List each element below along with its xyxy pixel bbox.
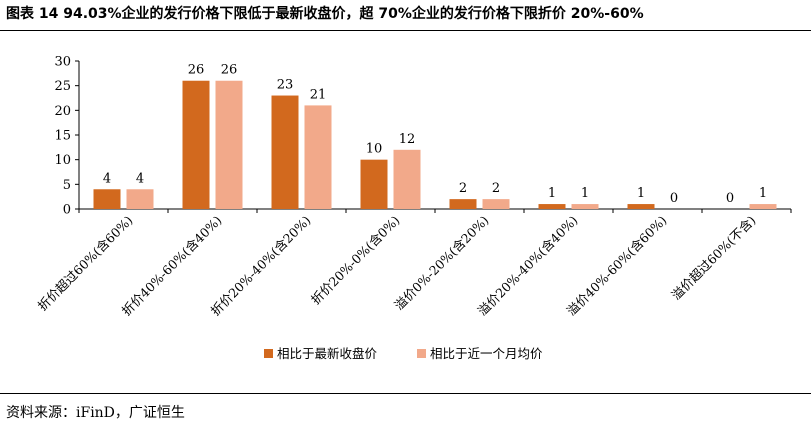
- y-tick-label: 20: [54, 104, 71, 119]
- legend-label: 相比于最新收盘价: [277, 346, 378, 361]
- data-label: 0: [670, 191, 678, 206]
- x-category-label: 折价超过60%(含60%): [35, 213, 136, 314]
- bar-series-2: [126, 189, 154, 209]
- data-label: 26: [188, 63, 205, 78]
- legend-swatch: [417, 349, 426, 358]
- title-divider: [0, 30, 811, 31]
- bar-series-1: [449, 199, 477, 209]
- bar-series-1: [182, 80, 210, 209]
- bar-series-2: [393, 149, 421, 209]
- data-label: 1: [637, 186, 645, 201]
- bar-series-1: [360, 159, 388, 209]
- data-label: 2: [459, 181, 467, 196]
- x-category-label: 溢价40%-60%(含60%): [564, 213, 670, 319]
- x-category-label: 溢价超过60%(不含): [668, 213, 758, 303]
- y-tick-label: 0: [63, 203, 71, 218]
- x-category-label: 溢价20%-40%(含40%): [475, 213, 581, 319]
- y-tick-label: 10: [54, 153, 71, 168]
- category-labels: 折价超过60%(含60%)折价40%-60%(含40%)折价20%-40%(含2…: [35, 213, 759, 319]
- bar-series-1: [627, 204, 655, 209]
- data-label: 10: [366, 142, 383, 157]
- legend: 相比于最新收盘价 相比于近一个月均价: [264, 346, 543, 361]
- y-tick-label: 25: [54, 79, 71, 94]
- data-label: 26: [221, 63, 238, 78]
- data-label: 2: [492, 181, 500, 196]
- x-category-label: 折价40%-60%(含40%): [119, 213, 225, 319]
- y-tick-label: 30: [54, 55, 71, 70]
- data-label: 4: [103, 171, 111, 186]
- data-label: 1: [548, 186, 556, 201]
- data-label: 21: [310, 87, 327, 102]
- data-label: 0: [726, 191, 734, 206]
- data-label: 12: [399, 132, 416, 147]
- x-category-label: 折价20%-0%(含0%): [308, 213, 403, 308]
- bar-series-2: [571, 204, 599, 209]
- legend-label: 相比于近一个月均价: [430, 346, 543, 361]
- bar-series-1: [271, 95, 299, 209]
- y-tick-label: 15: [54, 129, 71, 144]
- bar-series-1: [538, 204, 566, 209]
- bar-series-1: [93, 189, 121, 209]
- y-tick-label: 5: [63, 178, 71, 193]
- data-label: 23: [277, 78, 294, 93]
- source-note: 资料来源：iFinD，广证恒生: [6, 405, 185, 421]
- footer-divider: [0, 393, 811, 394]
- bar-series-2: [749, 204, 777, 209]
- data-label: 1: [581, 186, 589, 201]
- bar-series-2: [304, 105, 332, 209]
- data-label: 4: [136, 171, 144, 186]
- legend-swatch: [264, 349, 273, 358]
- bar-series-2: [215, 80, 243, 209]
- chart-title: 图表 14 94.03%企业的发行价格下限低于最新收盘价，超 70%企业的发行价…: [6, 6, 644, 22]
- bars: [93, 80, 777, 209]
- bar-series-2: [482, 199, 510, 209]
- data-label: 1: [759, 186, 767, 201]
- x-category-label: 溢价0%-20%(含20%): [391, 213, 491, 313]
- x-category-label: 折价20%-40%(含20%): [208, 213, 314, 319]
